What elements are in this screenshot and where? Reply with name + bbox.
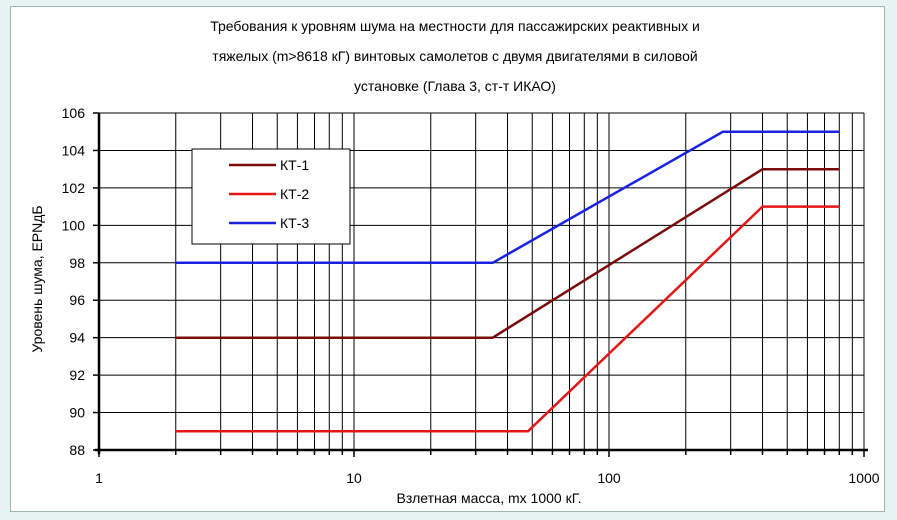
series-line-3 [175,130,840,265]
plot-series [175,130,840,433]
y-tick-label: 104 [62,142,86,158]
x-tick-label: 1 [95,470,103,486]
y-tick-label: 88 [69,442,85,458]
y-tick-label: 102 [62,180,86,196]
series-line-1 [175,167,840,339]
legend: КТ-1 КТ-2 КТ-3 [191,148,351,245]
legend-label-2: КТ-2 [280,186,309,202]
chart-svg: Требования к уровням шума на местности д… [29,18,880,506]
y-tick-label: 98 [69,255,85,271]
y-axis-title: Уровень шума, EPNдБ [29,205,45,352]
chart-title-line-1: Требования к уровням шума на местности д… [210,18,700,34]
y-tick-labels: 88 90 92 94 96 98 100 102 104 106 [62,105,86,458]
x-tick-label: 100 [597,470,621,486]
legend-label-1: КТ-1 [280,157,309,173]
x-tick-labels: 1 10 100 1000 [95,470,880,486]
chart-title-line-3: установке (Глава 3, ст-т ИКАО) [354,78,556,94]
series-line-2 [175,205,840,433]
x-tick-label: 1000 [848,470,879,486]
y-tick-label: 100 [62,217,86,233]
x-tick-label: 10 [346,470,362,486]
y-tick-label: 106 [62,105,86,121]
y-tick-label: 90 [69,405,85,421]
legend-box [191,148,351,245]
chart-frame: Требования к уровням шума на местности д… [10,6,885,512]
y-tick-label: 92 [69,367,85,383]
x-axis-title: Взлетная масса, mх 1000 кГ. [397,490,582,506]
y-tick-label: 94 [69,330,85,346]
chart-title: Требования к уровням шума на местности д… [210,18,700,94]
chart-title-line-2: тяжелых (m>8618 кГ) винтовых самолетов с… [212,48,697,64]
y-tick-label: 96 [69,292,85,308]
legend-label-3: КТ-3 [280,215,309,231]
